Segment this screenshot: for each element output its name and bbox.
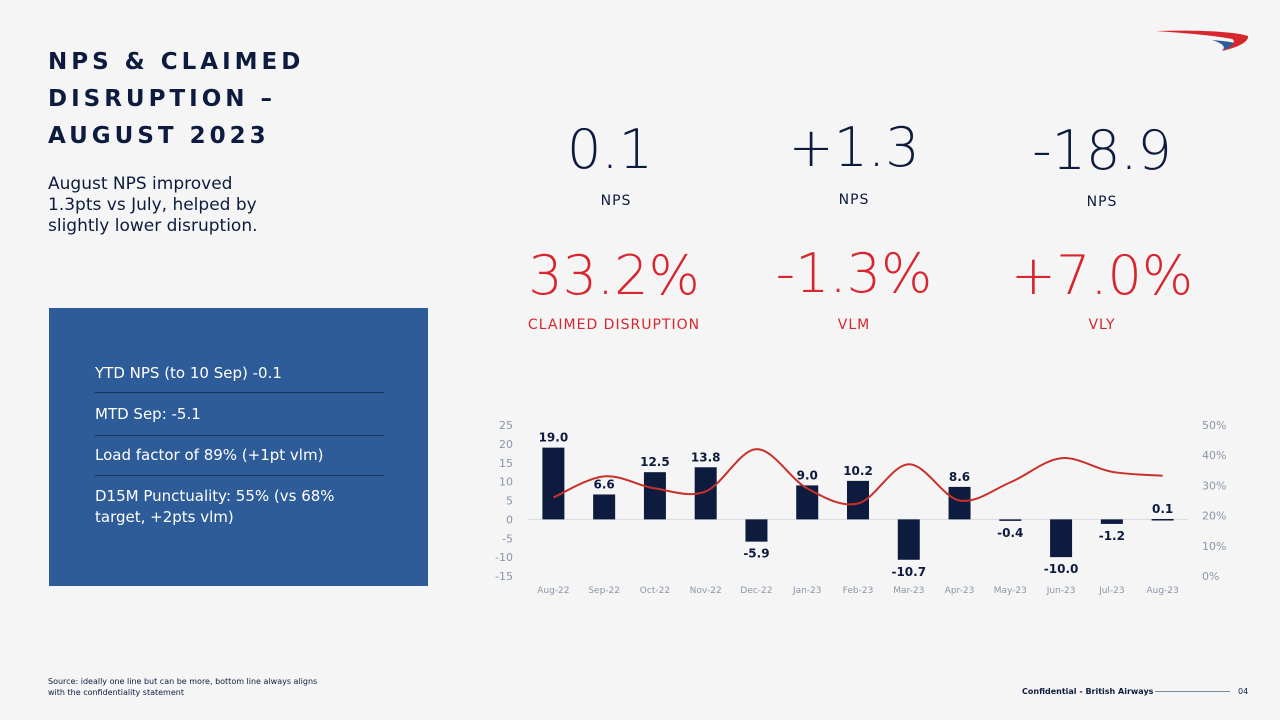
y-left-tick-label: -15 [495,570,513,583]
kpi-nps-vly-label: NPS [1086,194,1118,210]
kpi-nps-vly-value: -18.9 [1032,119,1172,182]
page-number: 04 [1238,687,1249,696]
x-tick-label: Jun-23 [1046,586,1076,596]
y-left-tick-label: 0 [506,513,513,526]
bar [897,519,920,560]
british-airways-logo [1156,30,1249,51]
kpi-nps-vlm-label: NPS [838,192,870,208]
bar-data-label: -1.2 [1099,529,1125,543]
bar-data-label: -10.0 [1044,562,1079,576]
x-tick-label: Nov-22 [690,586,722,596]
bar-data-label: 12.5 [640,455,670,469]
x-tick-label: Jan-23 [792,586,822,596]
bar-data-label: 8.6 [949,470,970,484]
bar [999,519,1022,521]
disruption-line [552,448,1163,506]
info-item-load-factor: Load factor of 89% (+1pt vlm) [95,446,324,464]
bar-data-label: 6.6 [594,477,615,491]
y-left-tick-label: -10 [495,551,513,564]
footer-source: Source: ideally one line but can be more… [48,677,318,697]
x-tick-label: Aug-22 [537,586,569,596]
page-title: NPS & CLAIMED DISRUPTION – AUGUST 2023 [48,49,305,149]
bar [948,486,971,520]
bar-data-label: -5.9 [743,547,769,561]
bar [745,519,768,542]
y-left-tick-label: 20 [499,438,513,451]
y-left-tick-label: 5 [506,495,513,508]
kpi-vlm-value: -1.3% [775,242,933,305]
x-tick-label: Sep-22 [588,586,620,596]
footer-confidential: Confidential - British Airways [1022,687,1154,696]
kpi-vly-value: +7.0% [1010,244,1194,307]
bar-data-label: 0.1 [1152,502,1173,516]
bar [847,480,869,520]
info-divider [95,435,384,436]
page-subtitle: August NPS improved 1.3pts vs July, help… [48,174,258,236]
info-divider [95,392,384,393]
bar-data-label: 10.2 [843,464,873,478]
x-tick-label: May-23 [994,586,1027,596]
x-tick-label: Apr-23 [945,586,975,596]
y-left-tick-label: 10 [499,476,513,489]
bar [593,494,616,520]
x-tick-label: Mar-23 [893,586,924,596]
info-divider [95,475,384,476]
y-right-tick-label: 10% [1202,540,1226,553]
bar-data-label: -10.7 [891,565,926,579]
y-left-tick-label: 25 [499,419,513,432]
bar-data-label: 19.0 [539,431,569,445]
bar-data-label: 13.8 [691,450,721,464]
kpi-nps-vlm-value: +1.3 [788,116,920,179]
x-tick-label: Feb-23 [843,586,874,596]
bar [1151,518,1174,521]
y-right-tick-label: 50% [1202,419,1226,432]
x-tick-label: Aug-23 [1146,586,1178,596]
x-tick-label: Dec-22 [740,586,772,596]
kpi-nps-value: 0.1 [567,118,653,181]
footer-divider [1155,691,1230,692]
y-left-tick-label: -5 [502,532,513,545]
kpi-vlm-label: VLM [837,317,871,333]
bar [694,467,717,520]
x-tick-label: Jul-23 [1098,586,1125,596]
bar [542,447,565,520]
bar [1100,519,1123,524]
y-right-tick-label: 30% [1202,479,1226,492]
info-box: YTD NPS (to 10 Sep) -0.1 MTD Sep: -5.1 L… [49,308,428,586]
bar-data-label: 9.0 [797,468,818,482]
kpi-disruption-label: CLAIMED DISRUPTION [527,317,701,333]
x-tick-label: Oct-22 [640,586,670,596]
bar [643,472,666,520]
kpi-disruption-value: 33.2% [528,244,700,307]
bar [796,485,819,520]
y-right-tick-label: 0% [1202,570,1219,583]
kpi-vly-label: VLY [1088,317,1116,333]
bar-data-label: -0.4 [997,526,1023,540]
y-right-tick-label: 20% [1202,510,1226,523]
kpi-nps-label: NPS [600,193,632,209]
bar [1050,519,1073,558]
y-right-tick-label: 40% [1202,449,1226,462]
info-item-mtd: MTD Sep: -5.1 [95,405,201,423]
info-item-punctuality: D15M Punctuality: 55% (vs 68% target, +2… [95,487,335,526]
nps-disruption-chart: 25 20 15 10 5 0 -5 -10 -15 50% 40% 30% 20% 10% 0% 19.0 6… [495,419,1226,596]
info-item-ytd-nps: YTD NPS (to 10 Sep) -0.1 [95,364,282,382]
y-left-tick-label: 15 [499,457,513,470]
